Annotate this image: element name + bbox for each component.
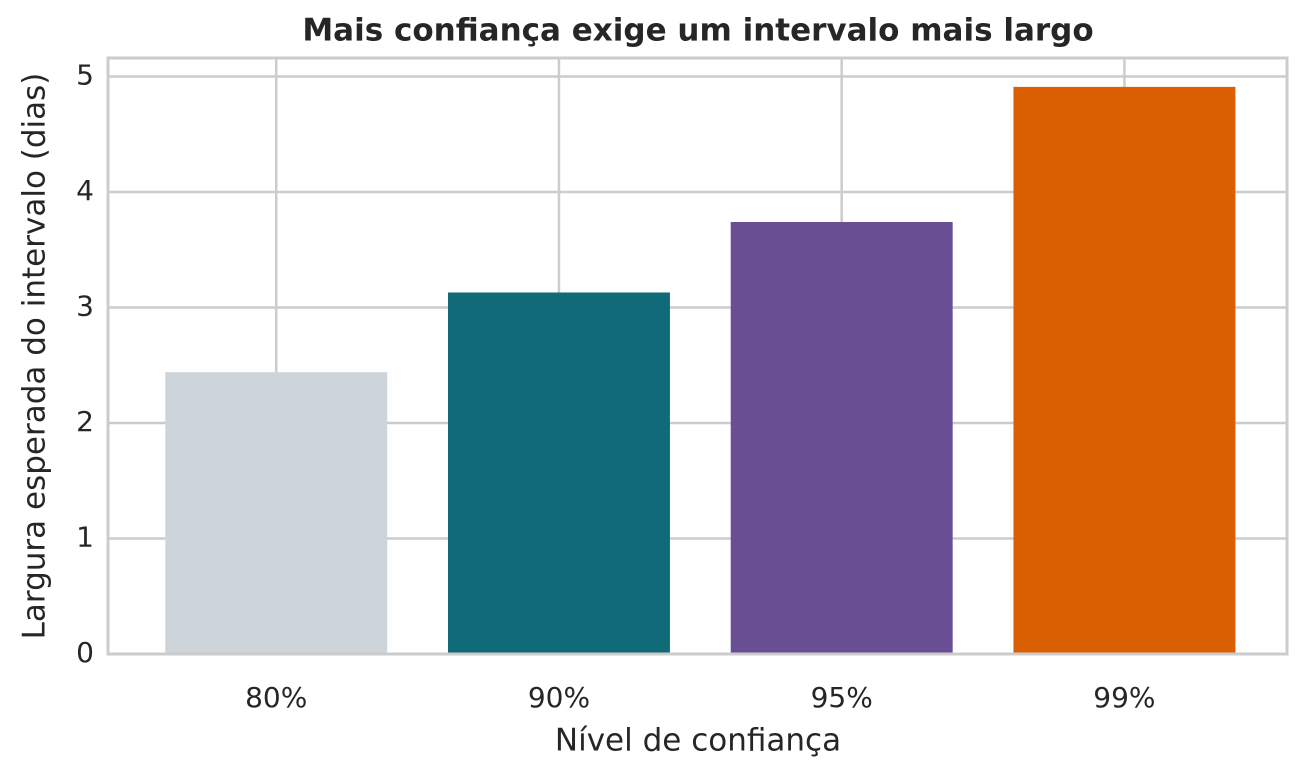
x-tick-label: 80% <box>245 681 307 714</box>
bar <box>447 292 670 654</box>
y-tick-label: 4 <box>76 174 94 207</box>
x-tick-label: 90% <box>528 681 590 714</box>
y-tick-label: 3 <box>76 289 94 322</box>
x-tick-label: 99% <box>1093 681 1155 714</box>
plot-frame <box>106 56 1289 656</box>
y-tick-label: 1 <box>76 520 94 553</box>
bar <box>1013 86 1236 654</box>
x-axis-label: Nível de confiança <box>555 723 841 759</box>
bar <box>165 372 388 654</box>
bar <box>730 222 953 654</box>
chart-title: Mais confiança exige um intervalo mais l… <box>302 13 1093 49</box>
y-tick-label: 2 <box>76 405 94 438</box>
y-tick-label: 5 <box>76 58 94 91</box>
y-axis-label: Largura esperada do intervalo (dias) <box>17 73 53 640</box>
x-tick-label: 95% <box>811 681 873 714</box>
y-tick-label: 0 <box>76 636 94 669</box>
